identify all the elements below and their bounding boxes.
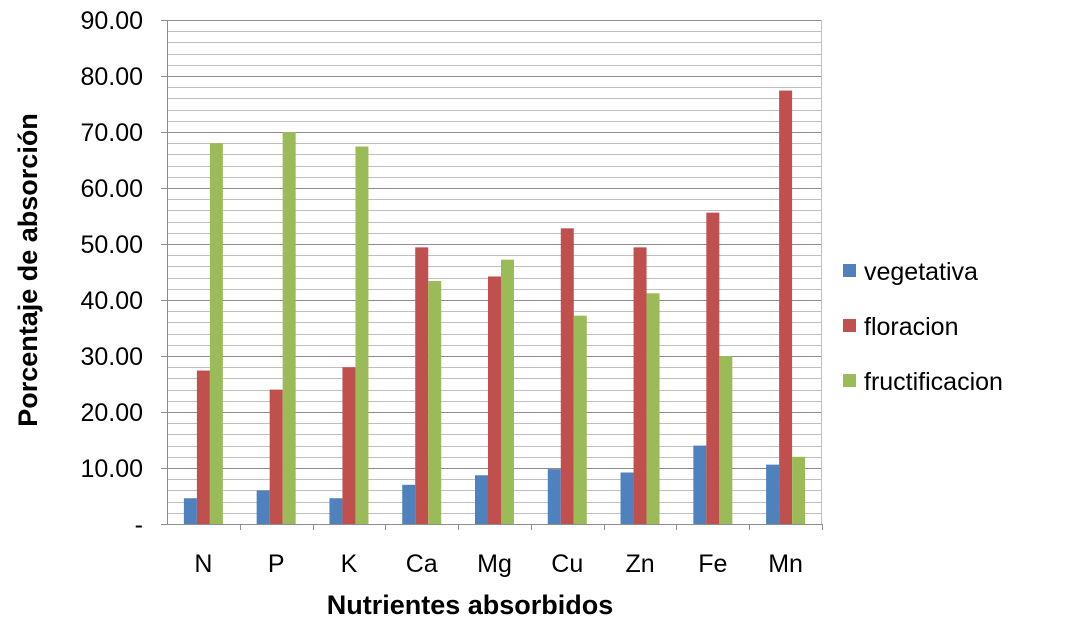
x-tick-label-Cu: Cu	[551, 550, 583, 578]
legend: vegetativa floracion fructificacion	[843, 258, 1003, 396]
y-tick-label: 30.00	[80, 343, 143, 371]
y-axis-title: Porcentaje de absorción	[13, 113, 43, 427]
legend-label-vegetativa: vegetativa	[864, 258, 978, 286]
y-tick-label: 40.00	[80, 287, 143, 315]
bar-floracion-P	[269, 389, 283, 524]
legend-label-fructificacion: fructificacion	[864, 368, 1003, 396]
axes	[167, 20, 822, 525]
x-tick-label-P: P	[268, 550, 285, 578]
bar-fructificacion-Cu	[573, 315, 587, 524]
bar-floracion-K	[342, 367, 356, 524]
bar-fructificacion-Ca	[428, 280, 442, 524]
legend-swatch-vegetativa	[843, 264, 856, 277]
y-tick-label: -	[135, 511, 143, 539]
x-tick-label-Fe: Fe	[698, 550, 727, 578]
x-axis-title: Nutrientes absorbidos	[327, 590, 614, 620]
y-tick-label: 10.00	[80, 455, 143, 483]
bar-floracion-Cu	[560, 228, 574, 524]
x-tick-label-Mn: Mn	[768, 550, 803, 578]
bar-fructificacion-N	[209, 143, 223, 524]
y-tick-label: 70.00	[80, 119, 143, 147]
bar-fructificacion-Zn	[646, 293, 660, 524]
x-tick-label-Ca: Ca	[406, 550, 438, 578]
bar-floracion-Mg	[488, 276, 501, 524]
legend-label-floracion: floracion	[864, 313, 959, 341]
x-tick-label-Zn: Zn	[625, 550, 654, 578]
legend-swatch-fructificacion	[843, 374, 856, 387]
bar-fructificacion-P	[282, 132, 296, 524]
bar-vegetativa-Mg	[475, 475, 488, 524]
bar-fructificacion-Mg	[501, 259, 514, 524]
x-axis-tick-labels: N P K Ca Mg Cu Zn Fe Mn	[194, 524, 823, 578]
bar-floracion-Mn	[779, 90, 793, 524]
bar-floracion-N	[196, 370, 210, 524]
bar-fructificacion-Mn	[792, 456, 806, 524]
bar-vegetativa-P	[256, 490, 270, 524]
legend-swatch-floracion	[843, 319, 856, 332]
bar-vegetativa-K	[329, 498, 343, 524]
bar-vegetativa-N	[183, 498, 197, 524]
y-axis-tick-labels: - 10.00 20.00 30.00 40.00 50.00 60.00 70.00 80.0…	[80, 7, 167, 539]
bar-fructificacion-K	[355, 146, 369, 524]
x-tick-label-N: N	[194, 550, 212, 578]
bar-floracion-Fe	[706, 212, 720, 524]
bar-vegetativa-Fe	[693, 445, 707, 524]
y-tick-label: 80.00	[80, 63, 143, 91]
bar-floracion-Ca	[415, 247, 429, 525]
bar-fructificacion-Fe	[719, 356, 733, 524]
y-tick-label: 20.00	[80, 399, 143, 427]
bar-vegetativa-Ca	[402, 484, 416, 524]
bar-vegetativa-Cu	[547, 469, 561, 524]
y-tick-label: 50.00	[80, 231, 143, 259]
x-tick-label-Mg: Mg	[477, 550, 512, 578]
x-tick-label-K: K	[341, 550, 358, 578]
bars	[183, 90, 806, 525]
y-tick-label: 60.00	[80, 175, 143, 203]
bar-vegetativa-Mn	[766, 464, 780, 524]
bar-floracion-Zn	[633, 247, 647, 525]
y-tick-label: 90.00	[80, 7, 143, 35]
bar-vegetativa-Zn	[620, 472, 634, 524]
